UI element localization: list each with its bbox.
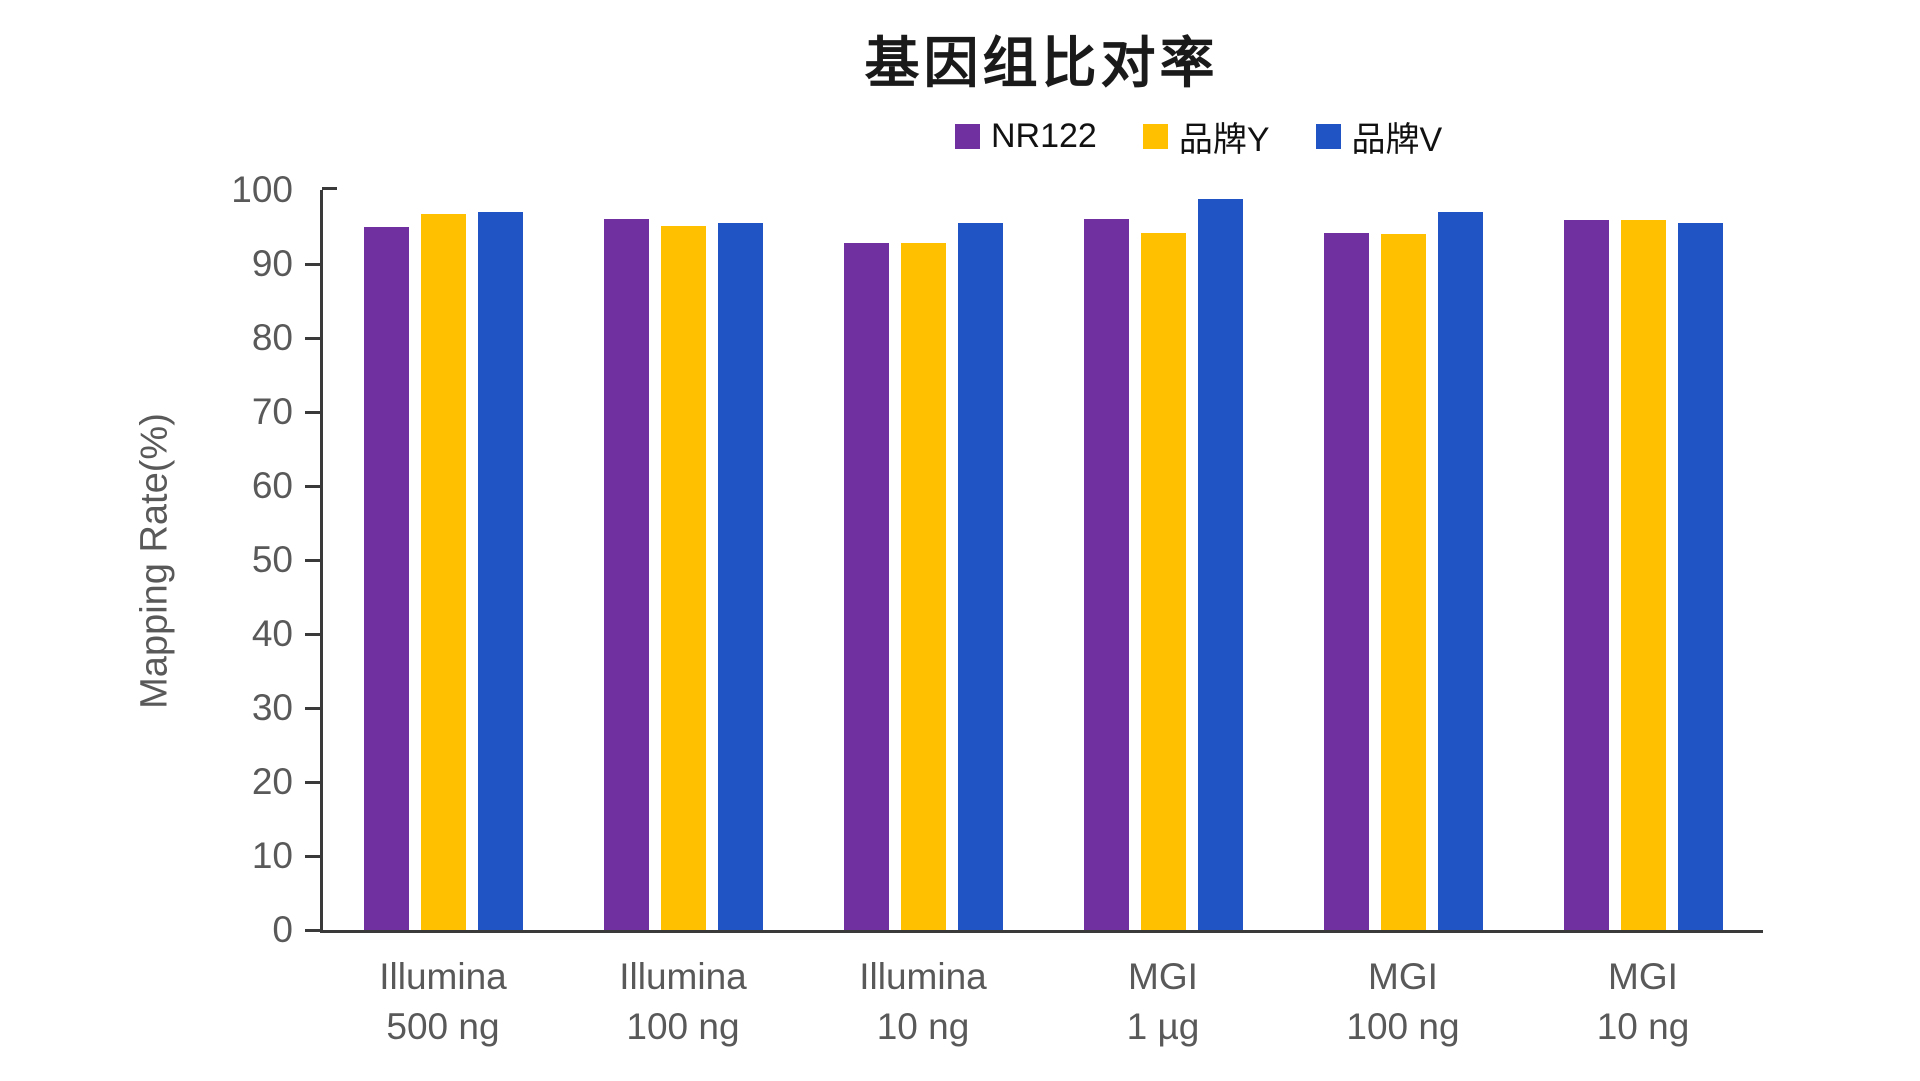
legend-label: 品牌V [1351, 121, 1443, 159]
bar-groups [323, 190, 1763, 930]
bar-品牌Y-MGI 10 ng [1620, 220, 1666, 930]
category-label: MGI 100 ng [1346, 956, 1460, 1047]
y-tick-mark [322, 187, 337, 190]
y-tick-label: 40 [251, 613, 293, 654]
bar-品牌Y-MGI 100 ng [1380, 234, 1426, 930]
bar-品牌Y-Illumina 100 ng [660, 225, 706, 930]
legend-swatch-icon [955, 124, 980, 149]
y-tick-label: 60 [251, 465, 293, 506]
y-tick-mark [305, 706, 320, 710]
category-label: MGI 10 ng [1596, 956, 1690, 1047]
category-label: MGI 1 µg [1126, 956, 1200, 1047]
plot-area: Illumina 500 ng Illumina 100 ng Illumina 10 n… [231, 170, 1763, 1047]
bar-品牌V-MGI 1 µg [1197, 198, 1243, 930]
y-tick-mark [305, 410, 320, 414]
chart-title: 基因组比对率 [864, 32, 1219, 94]
bar-group [1283, 190, 1523, 930]
category-label: Illumina 500 ng [379, 956, 507, 1047]
y-tick-label: 0 [272, 909, 293, 950]
bar-品牌Y-Illumina 500 ng [420, 213, 466, 930]
bar-NR122-MGI 1 µg [1083, 218, 1129, 930]
bar-group [563, 190, 803, 930]
bar-品牌V-Illumina 10 ng [957, 223, 1003, 930]
bar-group [1523, 190, 1763, 930]
legend-item: 品牌V [1315, 112, 1443, 161]
category-label: Illumina 100 ng [619, 956, 747, 1047]
legend-label: 品牌Y [1178, 121, 1270, 159]
y-tick-label: 80 [251, 317, 293, 358]
legend-label: NR122 [991, 117, 1097, 155]
bar-NR122-Illumina 500 ng [363, 227, 409, 930]
bar-NR122-Illumina 100 ng [603, 218, 649, 930]
y-tick-mark [305, 928, 320, 932]
bar-NR122-MGI 10 ng [1563, 220, 1609, 930]
bar-NR122-Illumina 10 ng [843, 243, 889, 930]
legend-item: 品牌Y [1142, 112, 1270, 161]
y-axis-title: Mapping Rate(%) [133, 413, 176, 709]
y-tick-mark [305, 484, 320, 488]
y-tick-label: 30 [251, 687, 293, 728]
y-tick-mark [305, 558, 320, 562]
y-tick-label: 100 [231, 169, 293, 210]
legend: NR122 品牌Y 品牌V [955, 112, 1442, 161]
y-tick-label: 10 [251, 835, 293, 876]
category-labels: Illumina 500 ng Illumina 100 ng Illumina 10 n… [323, 952, 1763, 1052]
y-tick-label: 90 [251, 243, 293, 284]
bar-NR122-MGI 100 ng [1323, 232, 1369, 930]
y-tick-mark [305, 854, 320, 858]
legend-swatch-icon [1142, 124, 1168, 149]
bar-品牌V-MGI 100 ng [1437, 212, 1483, 930]
y-tick-mark [305, 632, 320, 636]
bar-group [1043, 190, 1283, 930]
bar-品牌Y-MGI 1 µg [1140, 232, 1186, 930]
y-tick-mark [305, 336, 320, 340]
category-label: Illumina 10 ng [859, 956, 987, 1047]
y-tick-mark [305, 262, 320, 266]
bar-group [323, 190, 563, 930]
bar-品牌V-Illumina 500 ng [477, 212, 523, 930]
y-tick-label: 50 [251, 539, 293, 580]
bar-品牌Y-Illumina 10 ng [900, 243, 946, 930]
y-tick-mark [305, 780, 320, 784]
legend-item: NR122 [955, 117, 1097, 156]
bar-品牌V-Illumina 100 ng [717, 223, 763, 930]
y-tick-label: 20 [251, 761, 293, 802]
y-tick-label: 70 [251, 391, 293, 432]
legend-swatch-icon [1315, 124, 1341, 149]
bar-品牌V-MGI 10 ng [1677, 223, 1723, 930]
bar-group [803, 190, 1043, 930]
